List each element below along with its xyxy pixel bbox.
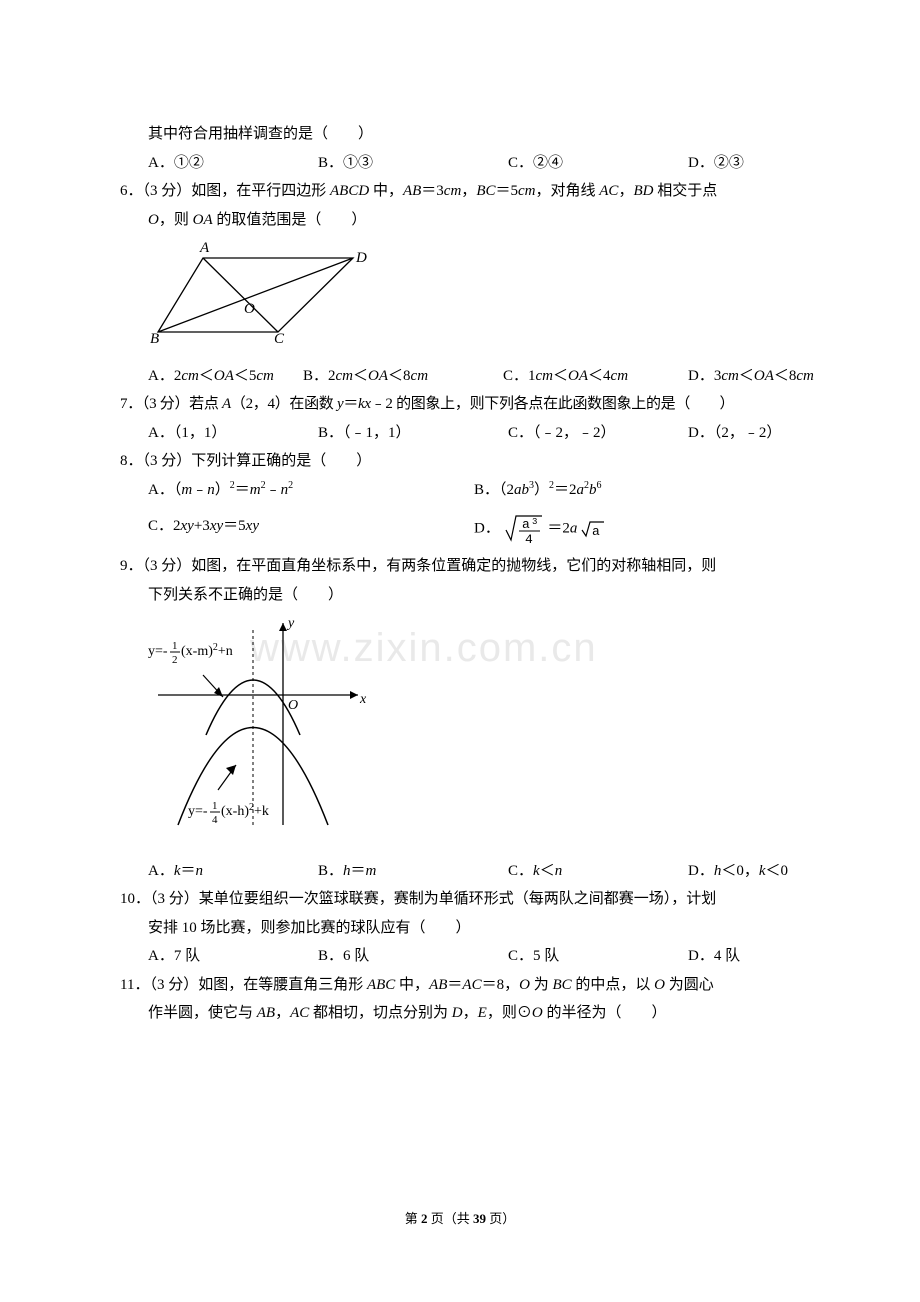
q7-stem: 7．（3 分）若点 A（2，4）在函数 y＝kx﹣2 的图象上，则下列各点在此函… (120, 390, 800, 419)
q6-fig-o: O (244, 301, 255, 317)
q6-fig-b: B (150, 331, 159, 345)
q11-stem-line2: 作半圆，使它与 AB，AC 都相切，切点分别为 D，E，则⊙O 的半径为（ ） (120, 999, 800, 1028)
q10-opt-b: B．6 队 (318, 942, 508, 971)
q6-stem-line1: 6．（3 分）如图，在平行四边形 ABCD 中，AB＝3cm，BC＝5cm，对角… (120, 177, 800, 206)
q6-figure: A B C D O (148, 240, 800, 356)
q6-options: A．2cm＜OA＜5cm B．2cm＜OA＜8cm C．1cm＜OA＜4cm D… (120, 362, 800, 391)
svg-text:2: 2 (172, 654, 178, 666)
q10-opt-a: A．7 队 (148, 942, 318, 971)
svg-text:4: 4 (525, 532, 533, 546)
q6-c1: ， (461, 183, 476, 199)
q7-opt-d: D．（2，﹣2） (688, 419, 838, 448)
q7-options: A．（1，1） B．（﹣1，1） C．（﹣2，﹣2） D．（2，﹣2） (120, 419, 800, 448)
q6-l2b: ，则 (159, 212, 193, 228)
q6-t2: 中， (369, 183, 403, 199)
svg-text:O: O (288, 698, 298, 713)
svg-text:3: 3 (532, 517, 537, 527)
q10-options: A．7 队 B．6 队 C．5 队 D．4 队 (120, 942, 800, 971)
q6-l2c: 的取值范围是（ ） (213, 212, 367, 228)
q9-stem: 9．（3 分）如图，在平面直角坐标系中，有两条位置确定的抛物线，它们的对称轴相同… (120, 552, 800, 581)
q6-cm2: cm (518, 183, 536, 199)
q8-row2: C．2xy+3xy＝5xy D． a 3 4 ＝2a a (120, 512, 800, 546)
q5-opt-d: D．②③ (688, 149, 838, 178)
q5-options: A．①② B．①③ C．②④ D．②③ (120, 149, 800, 178)
q9-stem2: 下列关系不正确的是（ ） (120, 581, 800, 610)
q10-opt-c: C．5 队 (508, 942, 688, 971)
svg-text:4: 4 (212, 814, 218, 826)
q10-stem2: 安排 10 场比赛，则参加比赛的球队应有（ ） (120, 914, 800, 943)
q5-opt-a: A．①② (148, 149, 318, 178)
q9-opt-b: B．h＝m (318, 857, 508, 886)
q8-opt-c: C．2xy+3xy＝5xy (148, 512, 474, 546)
q6-fig-c: C (274, 331, 285, 345)
q6-fig-d: D (355, 250, 367, 266)
q6-eq2: ＝5 (495, 183, 518, 199)
svg-text:1: 1 (212, 800, 218, 812)
q8-row1: A．（m﹣n）2＝m2﹣n2 B．（2ab3）2＝2a2b6 (120, 476, 800, 505)
q6-bd: BD (633, 183, 653, 199)
q6-o: O (148, 212, 159, 228)
q8-opt-b: B．（2ab3）2＝2a2b6 (474, 476, 800, 505)
q5-opt-c: C．②④ (508, 149, 688, 178)
q11-stem-line1: 11．（3 分）如图，在等腰直角三角形 ABC 中，AB＝AC＝8，O 为 BC… (120, 971, 800, 1000)
q10-opt-d: D．4 队 (688, 942, 838, 971)
q6-oa: OA (193, 212, 213, 228)
svg-text:(x-h)2+k: (x-h)2+k (221, 802, 269, 819)
q8-opt-d: D． a 3 4 ＝2a a (474, 512, 800, 546)
q6-c2: ， (618, 183, 633, 199)
q6-t3: ，对角线 (536, 183, 600, 199)
svg-text:a: a (592, 524, 600, 538)
q6-opt-a: A．2cm＜OA＜5cm (148, 362, 303, 391)
q10-stem: 10．（3 分）某单位要组织一次篮球联赛，赛制为单循环形式（每两队之间都赛一场）… (120, 885, 800, 914)
page-footer: 第 2 页（共 39 页） (0, 1207, 920, 1232)
q6-t1: 6．（3 分）如图，在平行四边形 (120, 183, 330, 199)
q9-figure: y x O y=- 1 2 (x-m)2+n (148, 615, 800, 851)
q6-opt-b: B．2cm＜OA＜8cm (303, 362, 503, 391)
page-content: 其中符合用抽样调查的是（ ） A．①② B．①③ C．②④ D．②③ 6．（3 … (0, 0, 920, 1028)
q6-abcd: ABCD (330, 183, 369, 199)
q6-cm1: cm (444, 183, 462, 199)
svg-text:1: 1 (172, 640, 178, 652)
svg-text:y: y (286, 616, 295, 631)
q9-opt-c: C．k＜n (508, 857, 688, 886)
q7-opt-c: C．（﹣2，﹣2） (508, 419, 688, 448)
q6-ac: AC (599, 183, 618, 199)
q9-options: A．k＝n B．h＝m C．k＜n D．h＜0，k＜0 (120, 857, 800, 886)
svg-text:y=-: y=- (188, 804, 208, 819)
svg-text:y=-: y=- (148, 644, 168, 659)
q7-opt-b: B．（﹣1，1） (318, 419, 508, 448)
svg-text:a: a (522, 517, 530, 532)
q9-opt-d: D．h＜0，k＜0 (688, 857, 838, 886)
q6-t4: 相交于点 (653, 183, 717, 199)
svg-text:(x-m)2+n: (x-m)2+n (181, 642, 233, 659)
q9-opt-a: A．k＝n (148, 857, 318, 886)
q8-opt-a: A．（m﹣n）2＝m2﹣n2 (148, 476, 474, 505)
q8-stem: 8．（3 分）下列计算正确的是（ ） (120, 447, 800, 476)
svg-text:x: x (359, 692, 367, 707)
q6-stem-line2: O，则 OA 的取值范围是（ ） (120, 206, 800, 235)
q6-eq1: ＝3 (421, 183, 444, 199)
q6-ab: AB (403, 183, 421, 199)
q6-fig-a: A (199, 240, 210, 256)
q5-tail: 其中符合用抽样调查的是（ ） (120, 120, 800, 149)
q6-opt-d: D．3cm＜OA＜8cm (688, 362, 838, 391)
q6-opt-c: C．1cm＜OA＜4cm (503, 362, 688, 391)
q6-bc: BC (476, 183, 495, 199)
q5-opt-b: B．①③ (318, 149, 508, 178)
q7-opt-a: A．（1，1） (148, 419, 318, 448)
